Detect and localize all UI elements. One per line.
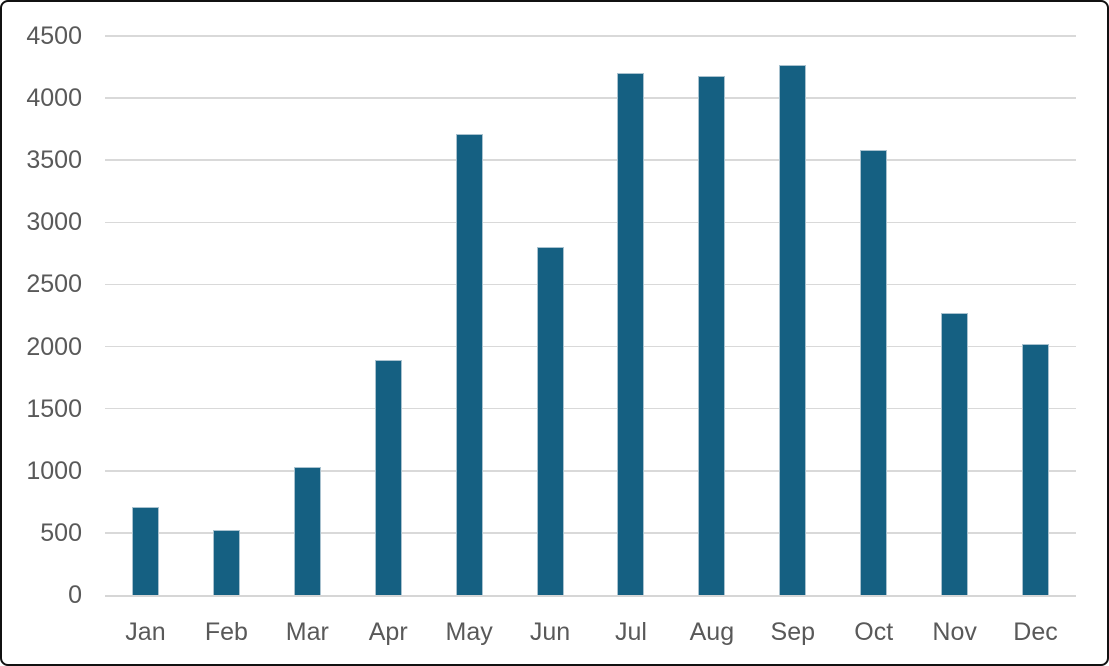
y-tick-label-3500: 3500 <box>26 146 82 175</box>
bar-apr <box>374 360 402 595</box>
bar-sep <box>779 64 807 595</box>
y-tick-label-3000: 3000 <box>26 208 82 237</box>
bar-aug <box>698 75 726 595</box>
bar-feb <box>212 530 240 595</box>
x-tick-label-jun: Jun <box>529 618 571 646</box>
bar-mar <box>293 467 321 595</box>
bar-dec <box>1022 344 1050 595</box>
gridline-1000 <box>105 470 1076 472</box>
bar-jan <box>131 506 159 595</box>
gridline-500 <box>105 532 1076 534</box>
x-tick-label-dec: Dec <box>1013 618 1058 646</box>
x-axis-line <box>105 594 1076 597</box>
x-tick-label-aug: Aug <box>689 618 735 646</box>
x-tick-label-feb: Feb <box>204 618 248 646</box>
y-tick-label-4500: 4500 <box>26 22 82 50</box>
x-tick-label-mar: Mar <box>285 618 329 646</box>
y-tick-label-2000: 2000 <box>26 332 82 361</box>
y-tick-label-1000: 1000 <box>26 456 82 485</box>
bar-oct <box>860 150 888 595</box>
x-tick-label-jul: Jul <box>614 618 647 646</box>
gridline-2000 <box>105 345 1076 348</box>
y-tick-label-2500: 2500 <box>26 270 82 299</box>
gridline-4000 <box>105 97 1076 99</box>
x-tick-label-may: May <box>445 618 493 646</box>
bar-jul <box>617 73 645 595</box>
bar-may <box>455 134 483 595</box>
y-tick-label-4000: 4000 <box>26 84 82 113</box>
y-tick-label-1500: 1500 <box>26 394 82 423</box>
bar-nov <box>941 313 969 595</box>
y-tick-label-500: 500 <box>40 518 82 547</box>
gridline-3500 <box>105 159 1076 161</box>
gridline-1500 <box>105 407 1076 410</box>
gridline-4500 <box>105 35 1076 37</box>
bar-jun <box>536 247 564 595</box>
x-tick-label-oct: Oct <box>854 618 894 646</box>
plot-area <box>105 35 1076 597</box>
x-tick-label-sep: Sep <box>770 618 816 646</box>
x-tick-label-apr: Apr <box>368 618 408 646</box>
gridline-2500 <box>105 283 1076 286</box>
x-tick-label-nov: Nov <box>932 618 977 646</box>
x-tick-label-jan: Jan <box>125 618 166 646</box>
gridline-3000 <box>105 221 1076 224</box>
y-tick-label-0: 0 <box>68 581 82 609</box>
